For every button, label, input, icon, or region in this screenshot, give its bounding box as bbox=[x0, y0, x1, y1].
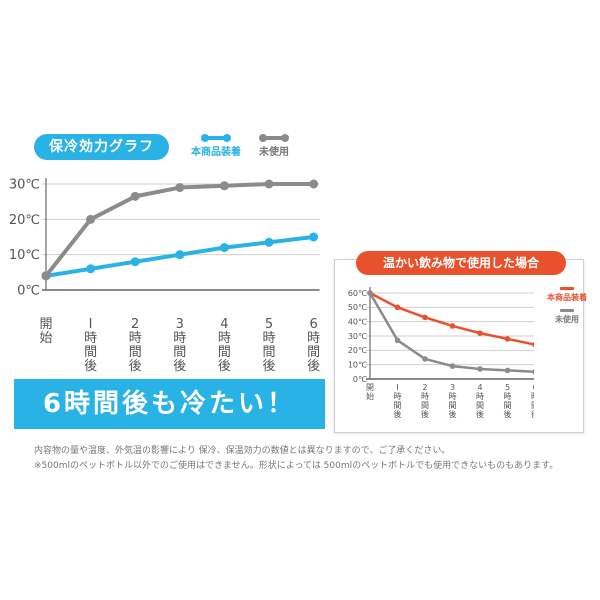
headline-banner: 6時間後も冷たい！ bbox=[14, 379, 325, 429]
legend-swatch-unused bbox=[259, 134, 289, 142]
main-series-line-1 bbox=[44, 182, 316, 278]
legend-item-unused: 未使用 bbox=[244, 134, 304, 158]
sub-x-tick-label: 3 時間後 bbox=[449, 383, 457, 419]
main-data-point bbox=[309, 179, 319, 189]
hot-drink-panel bbox=[334, 259, 584, 433]
main-y-tick-label: 30℃ bbox=[9, 178, 40, 193]
main-x-tick-label: 5 時間後 bbox=[262, 317, 275, 374]
disclaimer-note: 内容物の量や温度、外気温の影響により 保冷、保温効力の数値とは異なりますので、ご… bbox=[34, 446, 451, 456]
main-y-tick-label: 20℃ bbox=[9, 213, 40, 228]
sub-data-point bbox=[477, 366, 483, 372]
hot-drink-chart: 0℃ 10℃ 20℃ 30℃ 40℃ 50℃ 60℃ 開始 I 時間後 2 時間後 3 時間後 4 時間後 5 時… bbox=[348, 287, 534, 419]
sub-y-tick-label: 10℃ bbox=[348, 360, 367, 369]
sub-y-tick-label: 60℃ bbox=[348, 289, 367, 298]
sub-data-point bbox=[422, 314, 428, 321]
main-data-point bbox=[175, 250, 185, 260]
main-data-point bbox=[130, 191, 140, 201]
sub-data-point bbox=[422, 356, 428, 362]
sub-data-point bbox=[394, 304, 401, 311]
sub-data-point bbox=[477, 330, 483, 336]
main-legend: 本商品装着 未使用 bbox=[186, 134, 306, 164]
main-x-tick-label: 3 時間後 bbox=[173, 317, 186, 374]
main-y-tick-label: 0℃ bbox=[17, 284, 40, 299]
usage-note: ※500mlのペットボトル以外でのご使用はできません。形状によっては 500ml… bbox=[34, 461, 559, 471]
sub-y-tick-label: 50℃ bbox=[348, 303, 367, 312]
main-data-point bbox=[41, 271, 51, 281]
sub-x-tick-label: 4 時間後 bbox=[476, 383, 484, 419]
sub-x-tick-label: I 時間後 bbox=[394, 383, 402, 419]
sub-data-point bbox=[449, 323, 456, 329]
legend-swatch-product bbox=[201, 134, 231, 142]
main-data-point bbox=[264, 179, 274, 189]
chart-title-badge: 保冷効力グラフ bbox=[34, 134, 169, 160]
sub-data-point bbox=[532, 369, 534, 375]
main-data-point bbox=[264, 237, 274, 247]
sub-legend-swatch-product bbox=[560, 287, 574, 290]
sub-y-tick-label: 20℃ bbox=[348, 346, 367, 355]
sub-legend-item-unused: 未使用 bbox=[534, 309, 600, 325]
sub-legend-item-product: 本商品装着 bbox=[534, 287, 600, 303]
main-data-point bbox=[219, 181, 229, 191]
main-x-tick-label: 開始 bbox=[39, 317, 52, 346]
legend-label-unused: 未使用 bbox=[259, 147, 289, 158]
sub-y-tick-label: 30℃ bbox=[348, 332, 367, 341]
cooling-effect-chart: 0℃ 10℃ 20℃ 30℃ 開始 I 時間後 2 時間後 3 時間後 4 時間後 5 時間後 6 時間後 bbox=[9, 178, 320, 374]
main-x-tick-label: I 時間後 bbox=[84, 317, 97, 374]
hot-drink-chart-title: 温かい飲み物で使用した場合 bbox=[356, 251, 566, 275]
sub-data-point bbox=[504, 367, 511, 374]
legend-item-product: 本商品装着 bbox=[186, 134, 246, 158]
main-data-point bbox=[86, 264, 96, 274]
sub-y-tick-label: 0℃ bbox=[353, 375, 367, 384]
main-x-tick-label: 2 時間後 bbox=[129, 317, 142, 374]
main-data-point bbox=[86, 214, 96, 224]
sub-x-tick-label: 5 時間後 bbox=[504, 383, 512, 419]
sub-data-point bbox=[532, 341, 534, 348]
sub-data-point bbox=[394, 337, 401, 344]
main-data-point bbox=[175, 183, 185, 193]
sub-legend-swatch-unused bbox=[560, 309, 574, 312]
sub-x-tick-label: 開始 bbox=[366, 383, 374, 401]
main-data-point bbox=[130, 257, 140, 267]
main-data-point bbox=[219, 243, 229, 253]
main-data-point bbox=[309, 232, 319, 242]
sub-x-tick-label: 6時間後 bbox=[531, 383, 534, 419]
sub-data-point bbox=[504, 336, 511, 342]
sub-legend: 本商品装着 未使用 bbox=[534, 287, 600, 331]
main-x-tick-label: 4 時間後 bbox=[218, 317, 231, 374]
sub-legend-label-unused: 未使用 bbox=[555, 315, 579, 324]
main-x-tick-label: 6 時間後 bbox=[307, 317, 320, 374]
sub-data-point bbox=[367, 290, 373, 296]
sub-data-point bbox=[449, 363, 456, 369]
main-y-tick-label: 10℃ bbox=[9, 248, 40, 263]
sub-x-tick-label: 2 時間後 bbox=[421, 383, 429, 419]
sub-legend-label-product: 本商品装着 bbox=[547, 293, 587, 302]
sub-y-tick-label: 40℃ bbox=[348, 317, 367, 326]
legend-label-product: 本商品装着 bbox=[191, 147, 241, 158]
